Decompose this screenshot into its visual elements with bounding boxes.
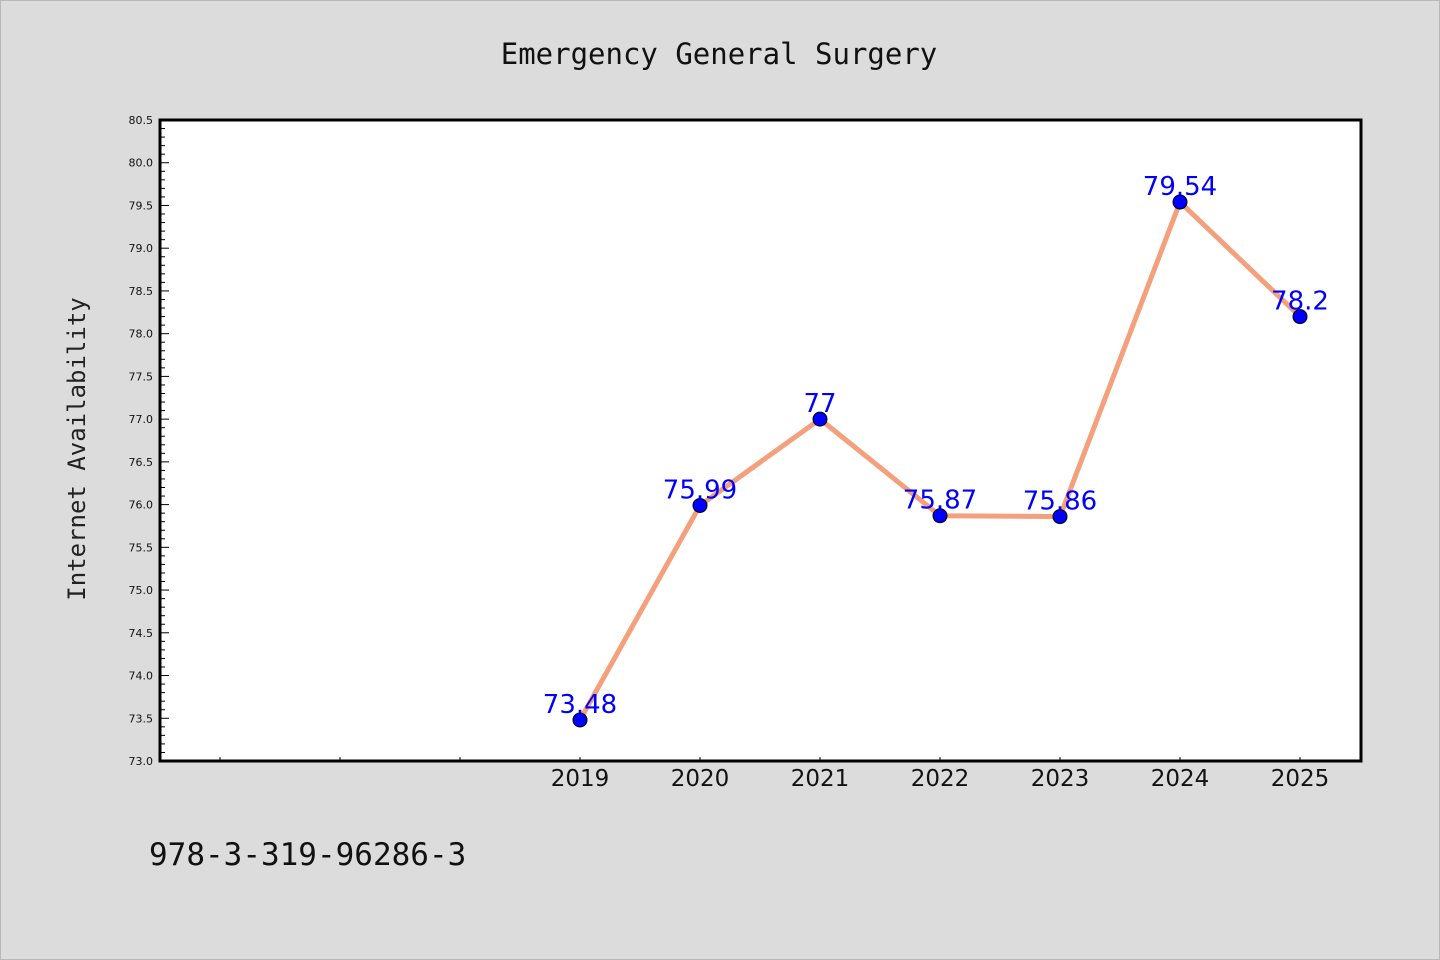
y-tick-label: 79.0 [129,242,154,255]
y-tick-label: 78.0 [129,328,154,341]
footer-code: 978-3-319-96286-3 [149,837,466,873]
x-tick-label: 2023 [1031,766,1090,792]
data-point [1172,194,1188,210]
data-label: 78.2 [1271,287,1329,317]
plot-area [158,118,1363,763]
x-tick-label: 2020 [671,766,730,792]
x-tick-label: 2024 [1151,766,1210,792]
y-tick-label: 75.0 [129,584,154,597]
chart-title: Emergency General Surgery [501,37,938,71]
y-tick-label: 73.0 [129,755,154,768]
y-axis-label: Internet Availability [63,297,91,600]
x-tick-label: 2025 [1271,766,1330,792]
data-point [932,508,948,524]
data-point [812,411,828,427]
data-point [692,497,708,513]
y-tick-label: 76.0 [129,499,154,512]
y-tick-label: 80.5 [129,114,154,127]
data-labels: 73.48 75.99 77 75.87 75.86 79.54 78.2 [543,172,1329,720]
data-label: 75.99 [663,475,737,505]
y-tick-label: 78.5 [129,285,154,298]
x-tick-label: 2022 [911,766,970,792]
data-point [572,712,588,728]
data-points [572,194,1308,728]
y-tick-label: 79.5 [129,199,154,212]
y-tick-label: 77.0 [129,413,154,426]
data-label: 79.54 [1143,172,1217,202]
data-point [1052,509,1068,525]
data-label: 77 [803,389,836,419]
y-tick-label: 77.5 [129,370,154,383]
data-label: 73.48 [543,690,617,720]
y-tick-label: 80.0 [129,157,154,170]
x-axis: 2019 2020 2021 2022 2023 2024 2025 [219,757,1330,792]
x-tick-label: 2019 [551,766,610,792]
data-label: 75.87 [903,486,977,516]
y-tick-label: 74.0 [129,670,154,683]
y-tick-label: 76.5 [129,456,154,469]
data-point [1292,309,1308,325]
x-tick-label: 2021 [791,766,850,792]
data-label: 75.86 [1023,487,1097,517]
y-axis: 73.0 73.5 74.0 74.5 75.0 75.5 76.0 76.5 77.0 77.5… [129,114,169,768]
y-tick-label: 73.5 [129,712,154,725]
y-tick-label: 74.5 [129,627,154,640]
y-tick-label: 75.5 [129,541,154,554]
